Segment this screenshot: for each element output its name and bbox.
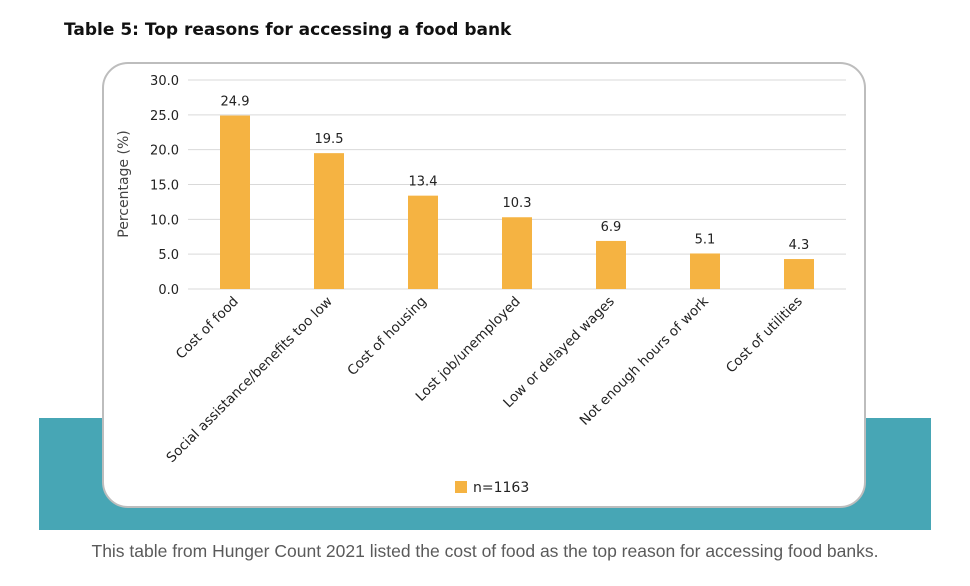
data-label: 10.3 — [503, 196, 532, 211]
bar — [314, 153, 344, 289]
x-tick-label: Cost of utilities — [723, 294, 806, 377]
bar — [596, 240, 626, 289]
bar — [502, 217, 532, 289]
data-label: 5.1 — [695, 232, 716, 247]
y-tick-label: 5.0 — [158, 248, 179, 263]
y-tick-label: 10.0 — [150, 213, 179, 228]
bar — [690, 253, 720, 289]
data-label: 19.5 — [315, 132, 344, 147]
x-tick-label: Lost job/unemployed — [413, 294, 524, 405]
data-label: 6.9 — [601, 220, 622, 235]
data-label: 24.9 — [221, 95, 250, 110]
x-tick-label: Social assistance/benefits too low — [163, 294, 335, 466]
legend: n=1163 — [455, 480, 529, 496]
legend-label: n=1163 — [473, 480, 529, 496]
y-tick-label: 20.0 — [150, 144, 179, 159]
y-tick-label: 30.0 — [150, 74, 179, 89]
bar — [220, 115, 250, 289]
y-tick-labels: 0.0 5.0 10.0 15.0 20.0 25.0 30.0 — [150, 74, 179, 298]
bars — [220, 115, 814, 289]
y-axis-label: Percentage (%) — [116, 130, 132, 237]
x-tick-label: Cost of housing — [344, 294, 429, 379]
data-label: 4.3 — [789, 238, 810, 253]
bar — [784, 259, 814, 289]
y-tick-label: 0.0 — [158, 283, 179, 298]
chart-title: Table 5: Top reasons for accessing a foo… — [64, 20, 512, 40]
grid-lines — [188, 79, 846, 290]
y-tick-label: 15.0 — [150, 179, 179, 194]
legend-swatch — [455, 481, 467, 493]
y-tick-label: 25.0 — [150, 109, 179, 124]
data-label: 13.4 — [409, 175, 438, 190]
bar — [408, 195, 438, 289]
x-tick-label: Cost of food — [173, 294, 242, 363]
figure-caption: This table from Hunger Count 2021 listed… — [91, 541, 879, 561]
data-labels: 24.9 19.5 13.4 10.3 6.9 5.1 4.3 — [221, 95, 810, 254]
